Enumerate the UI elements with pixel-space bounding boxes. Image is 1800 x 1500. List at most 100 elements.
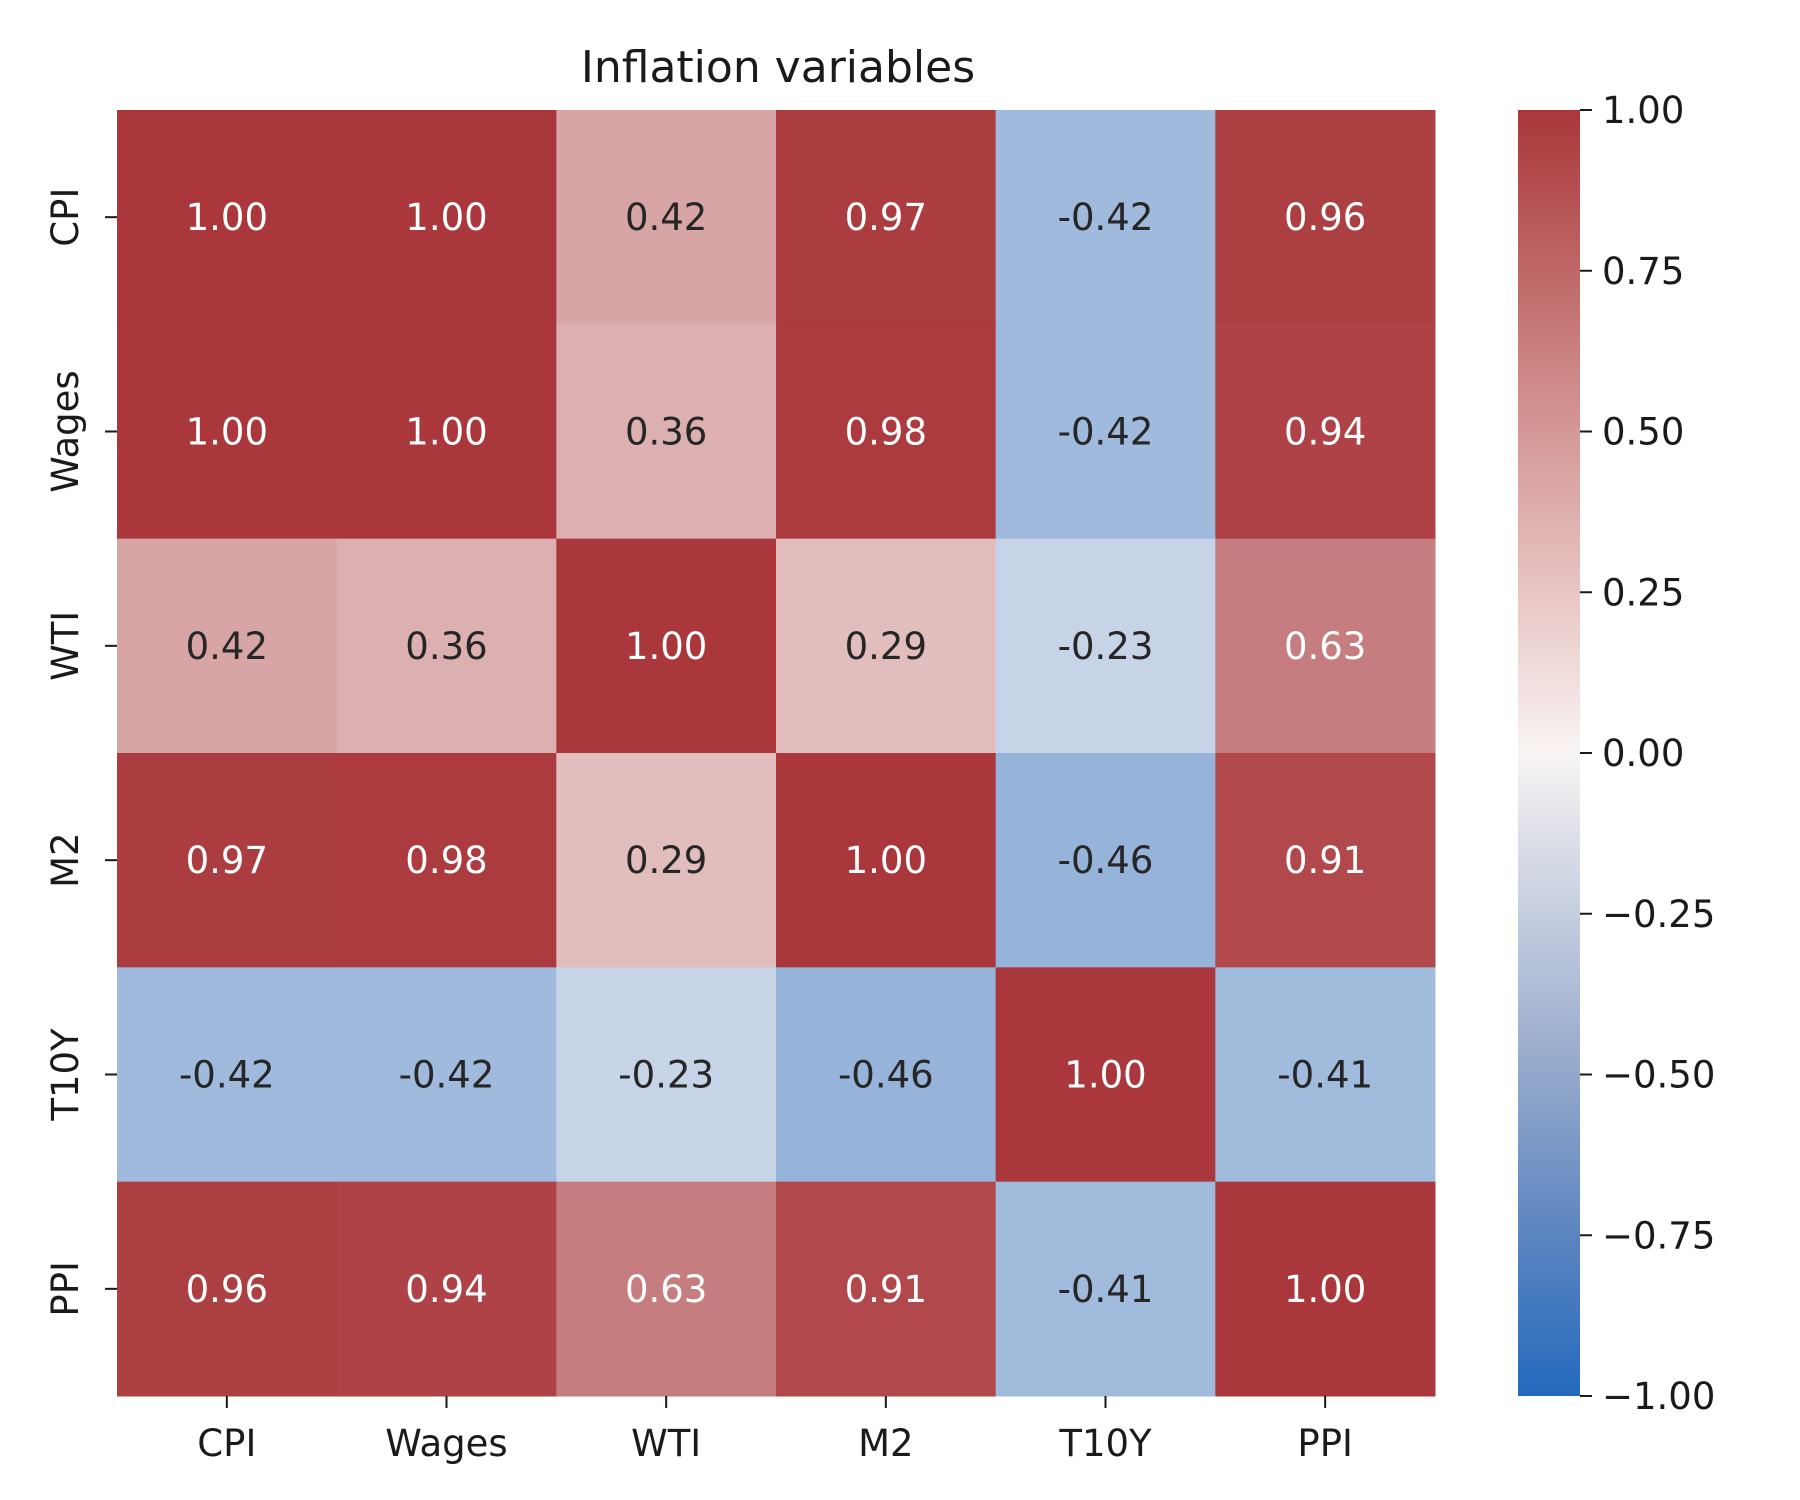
heatmap-cell (336, 1181, 557, 1397)
heatmap-cell (336, 967, 557, 1183)
heatmap-cell (117, 967, 338, 1183)
cell-value-label: 0.29 (845, 625, 927, 668)
heatmap-cells: 1.00 1.00 0.42 0.97 -0.42 0.96 1.00 1.00 0.36 0.9… (117, 110, 1436, 1397)
column-label: PPI (1297, 1422, 1353, 1465)
cell-value-label: -0.23 (618, 1054, 714, 1097)
cell-value-label: -0.46 (838, 1054, 934, 1097)
cell-value-label: 0.36 (405, 625, 487, 668)
row-label: Wages (44, 370, 87, 492)
column-label: Wages (385, 1422, 507, 1465)
heatmap-cell (1215, 1181, 1436, 1397)
heatmap-cell (776, 753, 997, 968)
cell-value-label: 0.42 (625, 196, 707, 239)
heatmap-cell (776, 324, 997, 540)
cell-value-label: 1.00 (405, 196, 487, 239)
cell-value-label: -0.42 (1058, 196, 1154, 239)
column-label: WTI (631, 1422, 701, 1465)
row-label: M2 (44, 832, 87, 887)
cell-value-label: -0.46 (1058, 839, 1154, 882)
heatmap-cell (117, 110, 338, 325)
cell-value-label: -0.41 (1277, 1054, 1373, 1097)
row-label: WTI (44, 611, 87, 681)
cell-value-label: 1.00 (1064, 1054, 1146, 1097)
heatmap-cell (556, 538, 777, 754)
cell-value-label: 1.00 (845, 839, 927, 882)
colorbar-tick-label: 0.25 (1602, 571, 1684, 614)
heatmap-cell (117, 1181, 338, 1397)
colorbar-tick-label: −0.75 (1602, 1214, 1715, 1257)
heatmap-cell (1215, 753, 1436, 968)
row-label: T10Y (44, 1028, 87, 1122)
cell-value-label: 0.96 (186, 1268, 268, 1311)
colorbar-tick-label: 1.00 (1602, 89, 1684, 132)
heatmap-cell (117, 324, 338, 540)
colorbar-tick-label: −1.00 (1602, 1375, 1715, 1418)
colorbar: 1.00 0.75 0.50 0.25 0.00 −0.25 −0.50 −0.75 −1.00 (1518, 89, 1715, 1418)
cell-value-label: 0.63 (625, 1268, 707, 1311)
cell-value-label: -0.41 (1058, 1268, 1154, 1311)
colorbar-tick-label: 0.00 (1602, 732, 1684, 775)
heatmap-cell (336, 324, 557, 540)
cell-value-label: -0.23 (1058, 625, 1154, 668)
heatmap-cell (776, 538, 997, 754)
cell-value-label: 1.00 (186, 411, 268, 454)
heatmap-cell (556, 753, 777, 968)
row-axis: CPI Wages WTI M2 T10Y PPI (44, 188, 117, 1317)
column-label: CPI (197, 1422, 256, 1465)
cell-value-label: 0.91 (845, 1268, 927, 1311)
colorbar-tick-label: 0.50 (1602, 411, 1684, 454)
cell-value-label: 0.97 (845, 196, 927, 239)
cell-value-label: 0.94 (405, 1268, 487, 1311)
cell-value-label: 0.42 (186, 625, 268, 668)
cell-value-label: -0.42 (1058, 411, 1154, 454)
heatmap-cell (117, 538, 338, 754)
chart-title: Inflation variables (581, 42, 975, 93)
cell-value-label: 0.96 (1284, 196, 1366, 239)
heatmap-cell (995, 324, 1216, 540)
heatmap-cell (556, 967, 777, 1183)
heatmap-cell (995, 1181, 1216, 1397)
cell-value-label: 1.00 (625, 625, 707, 668)
colorbar-tick-label: −0.25 (1602, 893, 1715, 936)
column-axis: CPI Wages WTI M2 T10Y PPI (197, 1396, 1353, 1465)
heatmap-cell (776, 967, 997, 1183)
cell-value-label: 0.29 (625, 839, 707, 882)
heatmap-cell (336, 753, 557, 968)
heatmap-cell (995, 538, 1216, 754)
cell-value-label: 0.97 (186, 839, 268, 882)
heatmap-cell (1215, 967, 1436, 1183)
cell-value-label: 1.00 (405, 411, 487, 454)
column-label: T10Y (1058, 1422, 1152, 1465)
heatmap-cell (556, 1181, 777, 1397)
row-label: CPI (44, 188, 87, 247)
cell-value-label: 1.00 (186, 196, 268, 239)
row-label: PPI (44, 1261, 87, 1317)
heatmap-cell (776, 1181, 997, 1397)
cell-value-label: 0.36 (625, 411, 707, 454)
heatmap-cell (995, 753, 1216, 968)
heatmap-cell (1215, 538, 1436, 754)
cell-value-label: 0.94 (1284, 411, 1366, 454)
heatmap-cell (556, 324, 777, 540)
heatmap-cell (995, 110, 1216, 325)
cell-value-label: -0.42 (399, 1054, 495, 1097)
heatmap-cell (117, 753, 338, 968)
heatmap-cell (336, 538, 557, 754)
cell-value-label: 0.98 (405, 839, 487, 882)
cell-value-label: 0.91 (1284, 839, 1366, 882)
cell-value-label: 1.00 (1284, 1268, 1366, 1311)
colorbar-tick-label: −0.50 (1602, 1054, 1715, 1097)
colorbar-gradient (1518, 110, 1580, 1396)
column-label: M2 (858, 1422, 913, 1465)
cell-value-label: -0.42 (179, 1054, 275, 1097)
heatmap-cell (1215, 324, 1436, 540)
heatmap-cell (336, 110, 557, 325)
heatmap-cell (556, 110, 777, 325)
heatmap-cell (1215, 110, 1436, 325)
colorbar-tick-label: 0.75 (1602, 250, 1684, 293)
cell-value-label: 0.63 (1284, 625, 1366, 668)
cell-value-label: 0.98 (845, 411, 927, 454)
heatmap-cell (995, 967, 1216, 1183)
heatmap-cell (776, 110, 997, 325)
